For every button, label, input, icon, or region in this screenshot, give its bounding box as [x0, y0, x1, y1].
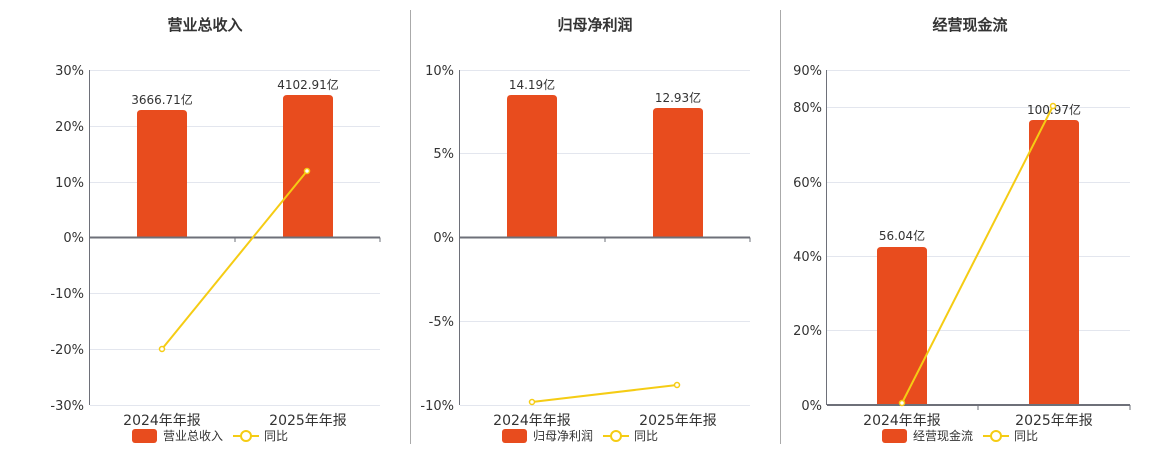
x-tick: 2024年年报 — [863, 413, 941, 429]
x-tick: 2025年年报 — [639, 413, 717, 429]
yoy-point[interactable] — [303, 167, 311, 175]
chart-title: 经营现金流 — [932, 16, 1008, 34]
legend-line-icon[interactable] — [603, 429, 630, 443]
legend-line-label[interactable]: 同比 — [634, 429, 659, 443]
legend-line-icon[interactable] — [233, 429, 260, 443]
yoy-point[interactable] — [158, 345, 166, 353]
y-tick: 80% — [793, 101, 822, 116]
legend-bar-swatch[interactable] — [502, 428, 527, 443]
x-tick: 2025年年报 — [269, 413, 347, 429]
chart-plot: 56.04亿 100.97亿 90% 80% 60% 40% 20% 0% 20… — [793, 64, 1131, 429]
chart-panel-operating-cashflow: 经营现金流 56.04亿 100.97亿 90% 80% 60% 40% 20% — [780, 0, 1160, 450]
y-tick: 0% — [433, 231, 454, 246]
y-tick: -5% — [429, 315, 454, 330]
chart-plot: 10% 5% 0% -5% -10% 14.19亿 12.93亿 2024年年报… — [420, 64, 751, 429]
bar-2025[interactable] — [283, 95, 333, 238]
legend-bar-label[interactable]: 归母净利润 — [533, 429, 594, 443]
legend: 归母净利润 同比 — [502, 427, 658, 444]
bar-value-label: 3666.71亿 — [131, 92, 193, 107]
bar-2024[interactable] — [137, 110, 187, 238]
legend-bar-label[interactable]: 营业总收入 — [163, 429, 224, 443]
y-tick: 0% — [63, 231, 84, 246]
y-tick: 10% — [55, 176, 84, 191]
chart-plot: 30% 20% 10% 0% -10% -20% -30% 3666.71亿 4… — [50, 64, 381, 429]
yoy-point[interactable] — [528, 398, 536, 406]
legend-line-icon[interactable] — [983, 429, 1010, 443]
bar-2024[interactable] — [507, 95, 557, 238]
y-tick: -10% — [50, 287, 84, 302]
legend-line-label[interactable]: 同比 — [264, 429, 289, 443]
yoy-line — [161, 170, 308, 350]
yoy-point[interactable] — [898, 399, 906, 407]
bar-value-label: 56.04亿 — [879, 228, 925, 243]
yoy-point[interactable] — [673, 381, 681, 389]
y-tick: -20% — [50, 343, 84, 358]
legend: 营业总收入 同比 — [132, 427, 288, 444]
legend-bar-label[interactable]: 经营现金流 — [913, 429, 974, 443]
y-tick: 60% — [793, 176, 822, 191]
y-tick: -10% — [420, 399, 454, 414]
y-tick: 30% — [55, 64, 84, 79]
chart-panel-revenue: 营业总收入 30% 20% 10% 0% -10% -20 — [0, 0, 410, 450]
legend-line-label[interactable]: 同比 — [1014, 429, 1039, 443]
panel-divider — [410, 10, 411, 444]
y-tick: 10% — [425, 64, 454, 79]
chart-title: 归母净利润 — [557, 16, 633, 34]
chart-title: 营业总收入 — [167, 16, 243, 34]
yoy-line — [901, 105, 1054, 404]
y-tick: 20% — [55, 120, 84, 135]
y-tick: 90% — [793, 64, 822, 79]
bar-2025[interactable] — [653, 108, 703, 238]
legend-bar-swatch[interactable] — [882, 428, 907, 443]
bar-value-label: 12.93亿 — [655, 90, 701, 105]
y-tick: 5% — [433, 147, 454, 162]
y-tick: 40% — [793, 250, 822, 265]
panel-divider — [780, 10, 781, 444]
yoy-point[interactable] — [1049, 102, 1057, 110]
yoy-line — [531, 384, 678, 403]
bar-2024[interactable] — [877, 247, 927, 405]
bar-value-label: 14.19亿 — [509, 77, 555, 92]
y-tick: 0% — [801, 399, 822, 414]
x-tick: 2024年年报 — [123, 413, 201, 429]
legend: 经营现金流 同比 — [882, 427, 1038, 444]
x-tick: 2024年年报 — [493, 413, 571, 429]
y-tick: 20% — [793, 324, 822, 339]
bar-2025[interactable] — [1029, 120, 1079, 405]
bar-value-label: 4102.91亿 — [277, 77, 339, 92]
legend-bar-swatch[interactable] — [132, 428, 157, 443]
chart-panel-net-profit: 归母净利润 10% 5% 0% -5% -10% 14.19亿 12.93亿 2… — [410, 0, 780, 450]
x-tick: 2025年年报 — [1015, 413, 1093, 429]
y-tick: -30% — [50, 399, 84, 414]
bar-value-label: 100.97亿 — [1027, 102, 1081, 117]
